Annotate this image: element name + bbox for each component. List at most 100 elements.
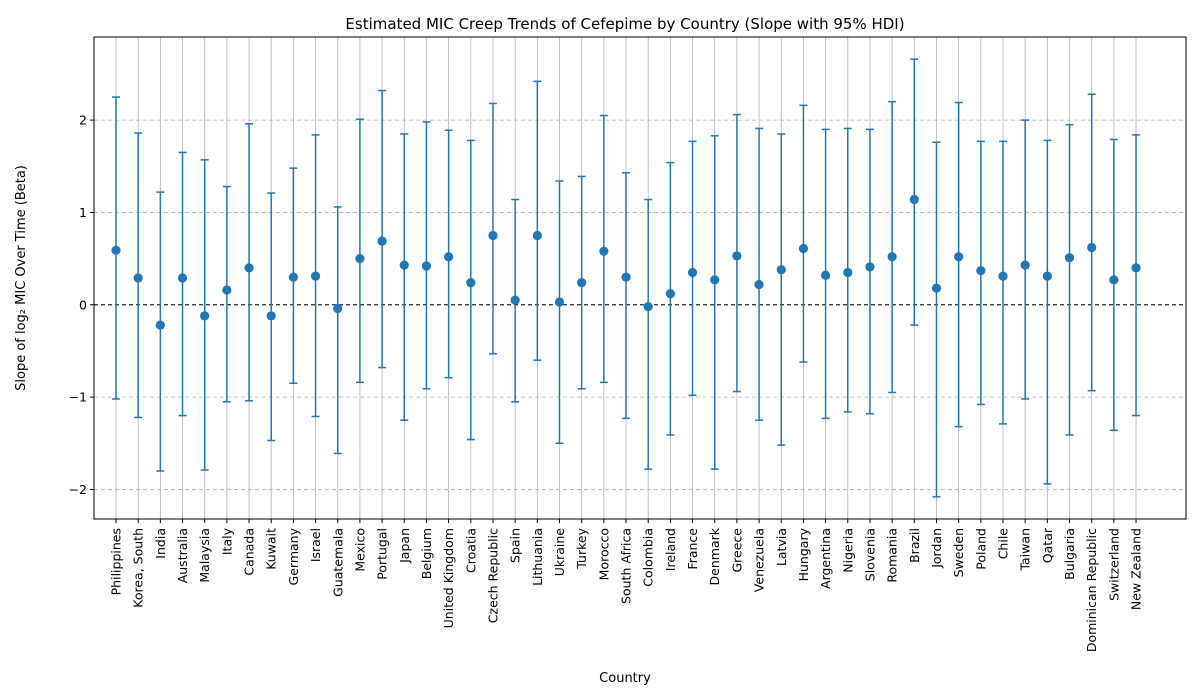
data-point <box>643 302 653 312</box>
data-point <box>1109 275 1119 285</box>
x-tick-label: United Kingdom <box>441 528 456 628</box>
x-tick-label: Brazil <box>907 528 922 563</box>
data-point <box>111 245 121 255</box>
x-axis-label: Country <box>599 671 651 686</box>
data-point <box>244 263 254 273</box>
x-axis-ticks: Philippines Korea, South India Australia Mal… <box>109 519 1144 652</box>
data-point <box>399 260 409 270</box>
data-point <box>288 272 298 282</box>
x-tick-label: Taiwan <box>1018 528 1033 572</box>
x-tick-label: Hungary <box>796 527 811 581</box>
x-tick-label: Switzerland <box>1106 528 1121 601</box>
data-point <box>532 230 542 241</box>
x-tick-label: Latvia <box>774 528 789 566</box>
data-point <box>444 252 454 262</box>
x-tick-label: Romania <box>885 528 900 583</box>
data-point <box>488 230 498 241</box>
x-tick-label: Dominican Republic <box>1084 528 1099 652</box>
data-point <box>621 272 631 282</box>
data-point <box>887 252 897 262</box>
x-tick-label: Italy <box>219 527 234 555</box>
data-point <box>554 297 565 307</box>
x-tick-label: Philippines <box>109 528 124 595</box>
data-points <box>111 194 1141 330</box>
data-point <box>843 267 853 278</box>
x-tick-label: Canada <box>242 528 257 576</box>
x-tick-label: Turkey <box>574 527 589 569</box>
x-tick-label: Czech Republic <box>485 528 500 623</box>
data-point <box>776 265 786 275</box>
y-tick-label: 1 <box>79 205 87 220</box>
data-point <box>976 266 986 276</box>
x-tick-label: Mexico <box>352 528 367 572</box>
data-point <box>1064 253 1075 263</box>
x-tick-label: Belgium <box>419 528 434 579</box>
data-point <box>1020 260 1030 270</box>
y-tick-label: −1 <box>69 390 87 405</box>
data-point <box>355 254 365 264</box>
y-tick-label: 0 <box>79 297 87 312</box>
data-point <box>177 273 188 283</box>
x-tick-label: Bulgaria <box>1062 528 1077 580</box>
data-point <box>466 278 476 288</box>
data-point <box>222 285 232 295</box>
y-tick-label: −2 <box>69 482 87 497</box>
data-point <box>310 271 321 281</box>
data-point <box>1131 263 1141 273</box>
data-point <box>687 267 698 278</box>
x-tick-label: Ukraine <box>552 528 567 577</box>
x-tick-label: Australia <box>175 528 190 583</box>
x-tick-label: Venezuela <box>752 528 767 592</box>
x-tick-label: Israel <box>308 528 323 562</box>
data-point <box>865 262 875 272</box>
x-tick-label: Kuwait <box>264 528 279 570</box>
grid <box>94 37 1186 519</box>
x-tick-label: New Zealand <box>1129 528 1144 610</box>
x-tick-label: Jordan <box>929 528 944 569</box>
x-tick-label: Guatemala <box>330 528 345 597</box>
data-point <box>665 289 675 299</box>
data-point <box>510 295 520 305</box>
data-point <box>421 261 432 271</box>
x-tick-label: Malaysia <box>197 528 212 583</box>
data-point <box>377 236 387 246</box>
data-point <box>909 194 919 205</box>
y-axis-label: Slope of log₂ MIC Over Time (Beta) <box>14 165 29 391</box>
data-point <box>954 252 964 262</box>
x-tick-label: Greece <box>729 528 744 573</box>
x-tick-label: Spain <box>508 528 523 563</box>
data-point <box>133 273 143 283</box>
x-tick-label: South Africa <box>619 528 634 604</box>
x-tick-label: Qatar <box>1040 527 1055 563</box>
x-tick-label: Ireland <box>663 528 678 571</box>
x-tick-label: Germany <box>286 527 301 585</box>
data-point <box>754 279 764 290</box>
data-point <box>821 270 831 280</box>
x-tick-label: Colombia <box>641 528 656 587</box>
data-point <box>155 320 165 330</box>
x-tick-label: Poland <box>973 528 988 570</box>
data-point <box>266 311 276 321</box>
data-point <box>1087 242 1097 253</box>
x-tick-label: Nigeria <box>840 528 855 573</box>
x-tick-label: Slovenia <box>862 528 877 581</box>
data-point <box>1042 271 1052 281</box>
data-point <box>931 283 942 293</box>
x-tick-label: Korea, South <box>131 528 146 608</box>
x-tick-label: India <box>153 528 168 559</box>
y-tick-label: 2 <box>79 113 87 128</box>
data-point <box>333 303 343 314</box>
x-tick-label: Argentina <box>818 528 833 589</box>
plot-frame <box>93 36 1187 520</box>
x-tick-label: Lithuania <box>530 528 545 586</box>
y-axis-ticks: −2 −1 0 1 2 <box>69 113 94 497</box>
x-tick-label: Japan <box>397 528 412 564</box>
data-point <box>599 246 609 256</box>
data-point <box>798 243 809 254</box>
x-tick-label: Portugal <box>375 528 390 580</box>
data-point <box>200 311 210 321</box>
x-tick-label: Chile <box>996 528 1011 560</box>
data-point <box>998 271 1008 281</box>
